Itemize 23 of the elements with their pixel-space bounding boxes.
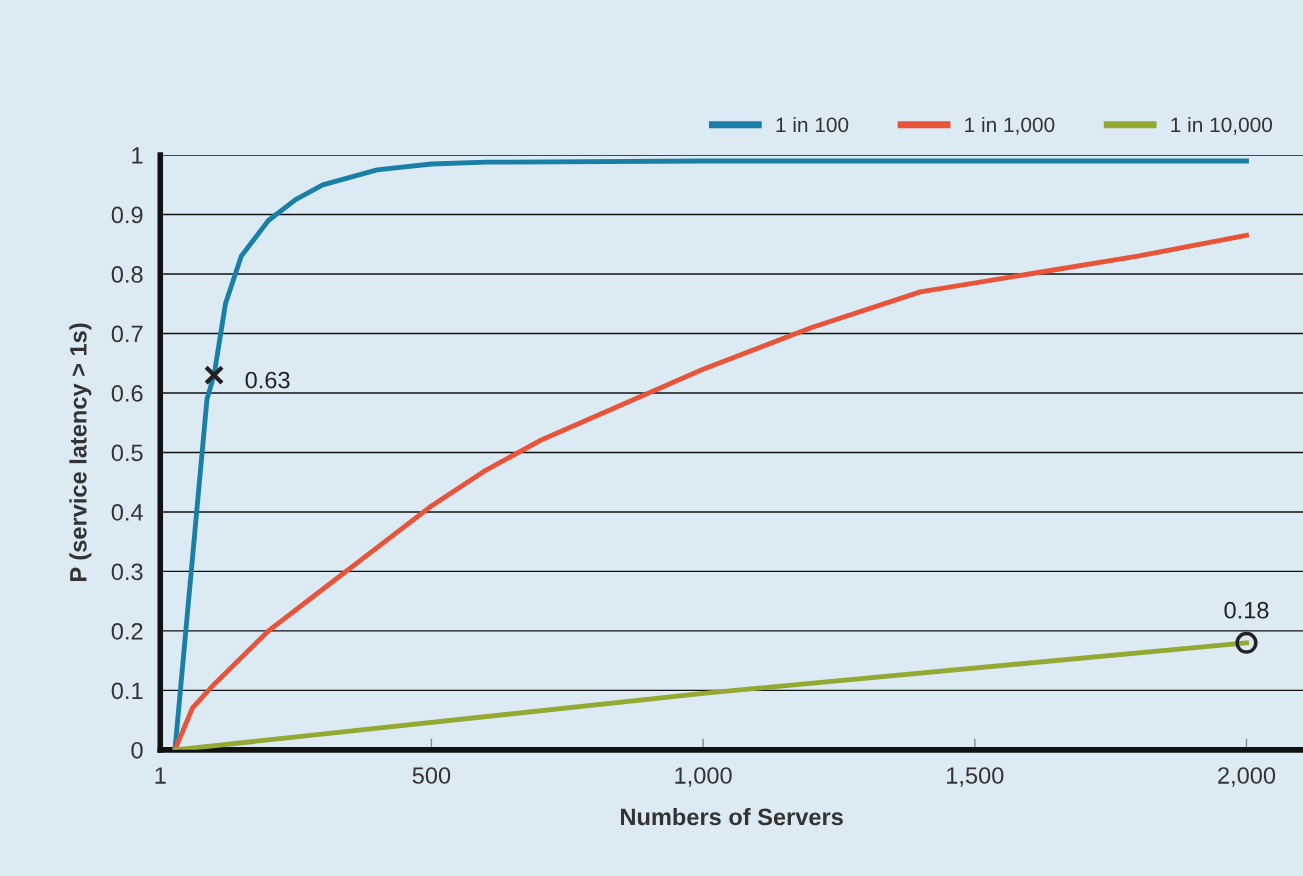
legend-label: 1 in 100 <box>776 116 849 133</box>
y-tick-label: 0.9 <box>111 206 143 224</box>
y-tick-label: 0.2 <box>111 622 143 640</box>
y-tick-label: 0.3 <box>111 563 143 581</box>
y-tick-label: 0.1 <box>111 682 143 700</box>
x-tick-label: 1 <box>155 767 166 784</box>
x-tick-label: 2,000 <box>1218 767 1276 787</box>
y-tick-label: 0.8 <box>111 266 143 283</box>
y-axis-title: P (service latency > 1s) <box>69 323 92 581</box>
y-tick-label: 0 <box>131 741 143 759</box>
y-tick-label: 0.5 <box>111 444 143 462</box>
x-tick-label: 500 <box>412 767 451 784</box>
y-tick-label: 0.6 <box>111 385 143 402</box>
legend-label: 1 in 10,000 <box>1171 116 1273 135</box>
legend-label: 1 in 1,000 <box>965 116 1055 135</box>
x-tick-label: 1,000 <box>675 767 732 787</box>
annotation: 0.63 <box>245 371 290 389</box>
x-tick-label: 1,500 <box>947 767 1004 787</box>
y-tick-label: 0.4 <box>111 504 143 521</box>
annotation: 0.18 <box>1224 601 1269 619</box>
x-axis-title: Numbers of Servers <box>621 807 843 826</box>
y-tick-label: 1 <box>132 147 143 164</box>
y-tick-label: 0.7 <box>111 325 143 343</box>
